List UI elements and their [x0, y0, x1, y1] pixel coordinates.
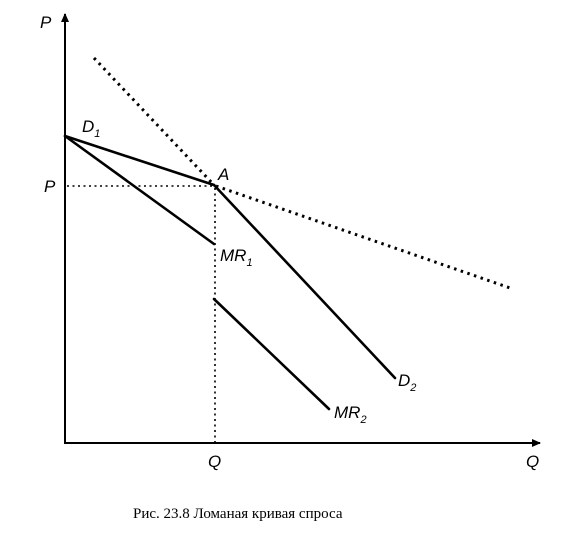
d2-demand-line: [212, 183, 397, 380]
price-tick-label: P: [44, 177, 56, 196]
mr2-line: [212, 297, 331, 411]
mr1-line: [63, 134, 216, 246]
quantity-tick-label: Q: [208, 452, 221, 471]
d2-label: D2: [398, 371, 416, 394]
mr2-label: MR2: [334, 403, 367, 426]
y-axis-label: P: [40, 13, 52, 32]
point-a-label: A: [217, 165, 229, 184]
d2-dotted-extension: [92, 56, 216, 187]
d1-dotted-extension: [215, 184, 514, 291]
d1-label: D1: [82, 117, 100, 140]
mr1-label: MR1: [220, 246, 253, 269]
d1-demand-line: [63, 134, 216, 187]
x-axis-label: Q: [526, 452, 539, 471]
figure-caption: Рис. 23.8 Ломаная кривая спроса: [133, 506, 343, 522]
